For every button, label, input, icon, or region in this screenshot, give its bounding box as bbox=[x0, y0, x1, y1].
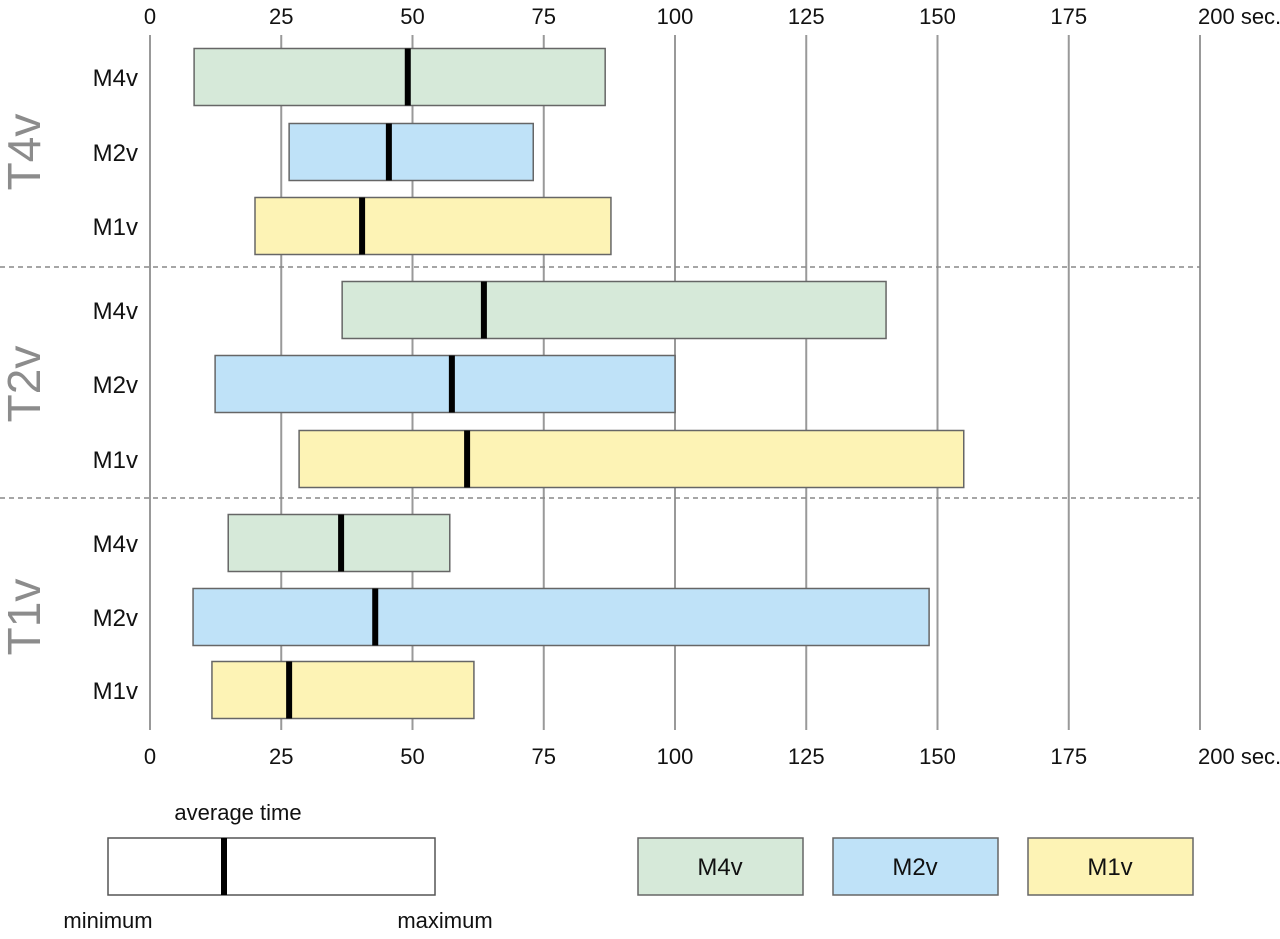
x-tick-label-bottom: 50 bbox=[400, 744, 424, 769]
legend-swatch-M2v bbox=[832, 837, 999, 896]
group-label: T4v bbox=[0, 114, 50, 191]
range-bar-T4v-M4v bbox=[193, 47, 606, 107]
group-label: T2v bbox=[0, 346, 50, 423]
range-bar-T1v-M1v bbox=[211, 660, 475, 720]
x-tick-label-bottom: 0 bbox=[144, 744, 156, 769]
x-tick-label-top: 175 bbox=[1050, 4, 1087, 29]
row-label: M1v bbox=[93, 447, 138, 474]
x-tick-label-top: 200 sec. bbox=[1198, 4, 1280, 29]
x-tick-label-top: 75 bbox=[532, 4, 556, 29]
row-label: M1v bbox=[93, 678, 138, 705]
legend-swatch-M1v bbox=[1027, 837, 1194, 896]
legend-key-maximum-label: maximum bbox=[397, 908, 492, 933]
x-tick-label-top: 125 bbox=[788, 4, 825, 29]
x-tick-label-top: 25 bbox=[269, 4, 293, 29]
legend-label-M4v: M4v bbox=[697, 854, 742, 881]
legend-label-M2v: M2v bbox=[892, 854, 937, 881]
row-label: M2v bbox=[93, 605, 138, 632]
x-tick-label-bottom: 150 bbox=[919, 744, 956, 769]
x-tick-label-bottom: 100 bbox=[657, 744, 694, 769]
group-label: T1v bbox=[0, 579, 50, 656]
x-tick-label-bottom: 125 bbox=[788, 744, 825, 769]
x-tick-label-top: 50 bbox=[400, 4, 424, 29]
x-tick-label-bottom: 175 bbox=[1050, 744, 1087, 769]
x-tick-label-top: 100 bbox=[657, 4, 694, 29]
legend-key-minimum-label: minimum bbox=[63, 908, 152, 933]
range-bar-T1v-M2v bbox=[192, 587, 930, 647]
x-tick-label-top: 0 bbox=[144, 4, 156, 29]
range-bar-T2v-M4v bbox=[341, 280, 887, 340]
row-label: M4v bbox=[93, 298, 138, 325]
range-bar-T4v-M1v bbox=[254, 196, 612, 256]
row-label: M4v bbox=[93, 531, 138, 558]
legend-swatch-M4v bbox=[637, 837, 804, 896]
x-tick-label-top: 150 bbox=[919, 4, 956, 29]
x-tick-label-bottom: 75 bbox=[532, 744, 556, 769]
legend-key-average-label: average time bbox=[174, 800, 301, 825]
x-tick-label-bottom: 200 sec. bbox=[1198, 744, 1280, 769]
row-label: M1v bbox=[93, 214, 138, 241]
row-label: M2v bbox=[93, 140, 138, 167]
row-label: M2v bbox=[93, 372, 138, 399]
x-tick-label-bottom: 25 bbox=[269, 744, 293, 769]
range-bar-T2v-M2v bbox=[214, 354, 676, 414]
range-bar-T4v-M2v bbox=[288, 122, 534, 182]
row-label: M4v bbox=[93, 65, 138, 92]
range-bar-T2v-M1v bbox=[298, 429, 965, 489]
legend-key-box bbox=[107, 837, 436, 896]
legend-label-M1v: M1v bbox=[1087, 854, 1132, 881]
